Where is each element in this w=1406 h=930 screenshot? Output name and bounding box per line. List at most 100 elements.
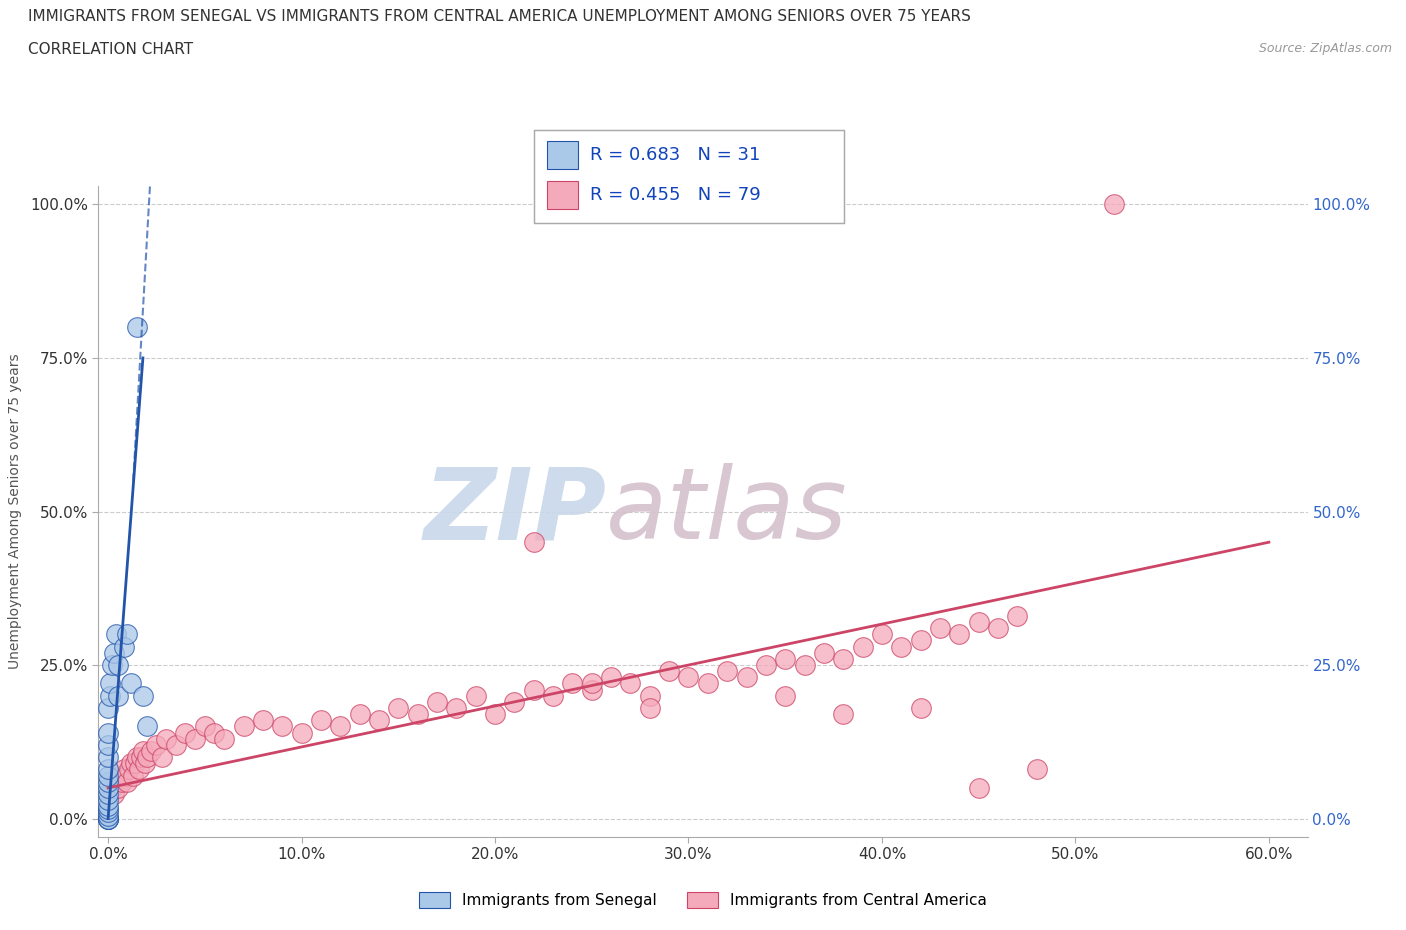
Point (967, 615, 990, 630)
Point (773, 688, 796, 703)
Point (773, 651, 796, 666)
Point (387, 700, 409, 715)
Point (1007, 608, 1029, 623)
Point (120, 756, 142, 771)
Point (561, 676, 583, 691)
Point (117, 775, 139, 790)
Point (97, 737, 120, 752)
Bar (547, 141, 578, 169)
Point (97, 750, 120, 764)
Point (541, 688, 564, 703)
Point (678, 670, 700, 684)
Point (107, 688, 129, 703)
Point (114, 768, 136, 783)
Point (910, 633, 932, 648)
Point (1025, 762, 1047, 777)
Point (929, 620, 952, 635)
Point (124, 756, 146, 771)
Point (619, 676, 641, 691)
Point (212, 731, 235, 746)
Point (150, 750, 173, 764)
Point (97, 811, 120, 826)
Point (638, 688, 661, 703)
Point (120, 676, 142, 691)
Point (735, 670, 758, 684)
Point (716, 664, 738, 679)
Point (97, 811, 120, 826)
Point (658, 664, 681, 679)
Point (271, 719, 294, 734)
Point (97, 780, 120, 795)
Point (134, 756, 156, 771)
Point (132, 688, 155, 703)
Point (101, 780, 124, 795)
Point (98, 688, 121, 703)
Point (117, 627, 139, 642)
Point (813, 645, 835, 660)
Point (232, 719, 254, 734)
Point (97, 775, 120, 790)
Point (97, 799, 120, 814)
Bar (547, 181, 578, 209)
Point (290, 725, 312, 740)
Point (132, 744, 155, 759)
Point (104, 775, 127, 790)
Point (104, 627, 127, 642)
Point (600, 670, 623, 684)
Point (309, 713, 332, 728)
Point (696, 676, 718, 691)
Point (97, 805, 120, 820)
Point (349, 707, 371, 722)
Point (111, 775, 134, 790)
Point (523, 683, 546, 698)
Point (987, 620, 1010, 635)
Point (101, 658, 124, 672)
Text: IMMIGRANTS FROM SENEGAL VS IMMIGRANTS FROM CENTRAL AMERICA UNEMPLOYMENT AMONG SE: IMMIGRANTS FROM SENEGAL VS IMMIGRANTS FR… (28, 9, 972, 24)
Y-axis label: Unemployment Among Seniors over 75 years: Unemployment Among Seniors over 75 years (7, 353, 21, 670)
Point (523, 535, 546, 550)
Point (503, 695, 526, 710)
Point (165, 737, 187, 752)
Point (406, 707, 429, 722)
Point (97, 768, 120, 783)
Point (107, 780, 129, 795)
Point (174, 725, 197, 740)
Point (97, 787, 120, 802)
Point (581, 683, 603, 698)
Point (329, 719, 352, 734)
Text: atlas: atlas (606, 463, 848, 560)
Point (97, 811, 120, 826)
Point (581, 676, 603, 691)
Point (484, 707, 506, 722)
Point (1102, 197, 1125, 212)
Point (97, 802, 120, 817)
Text: ZIP: ZIP (423, 463, 606, 560)
Point (793, 658, 815, 672)
Point (128, 762, 150, 777)
Point (112, 762, 135, 777)
Point (426, 695, 449, 710)
Point (832, 651, 855, 666)
Text: R = 0.455   N = 79: R = 0.455 N = 79 (591, 186, 761, 205)
Point (446, 700, 468, 715)
Point (204, 725, 226, 740)
Point (108, 768, 131, 783)
Point (97, 700, 120, 715)
Point (755, 658, 778, 672)
Point (252, 713, 274, 728)
Point (103, 645, 125, 660)
Point (127, 320, 149, 335)
Point (870, 627, 893, 642)
Legend: Immigrants from Senegal, Immigrants from Central America: Immigrants from Senegal, Immigrants from… (413, 885, 993, 914)
Point (184, 731, 207, 746)
Point (464, 688, 486, 703)
Point (122, 768, 145, 783)
Point (97, 725, 120, 740)
Text: CORRELATION CHART: CORRELATION CHART (28, 42, 193, 57)
Point (97, 762, 120, 777)
Point (135, 750, 157, 764)
Point (103, 787, 125, 802)
Point (967, 780, 990, 795)
Point (98, 676, 121, 691)
Point (135, 719, 157, 734)
